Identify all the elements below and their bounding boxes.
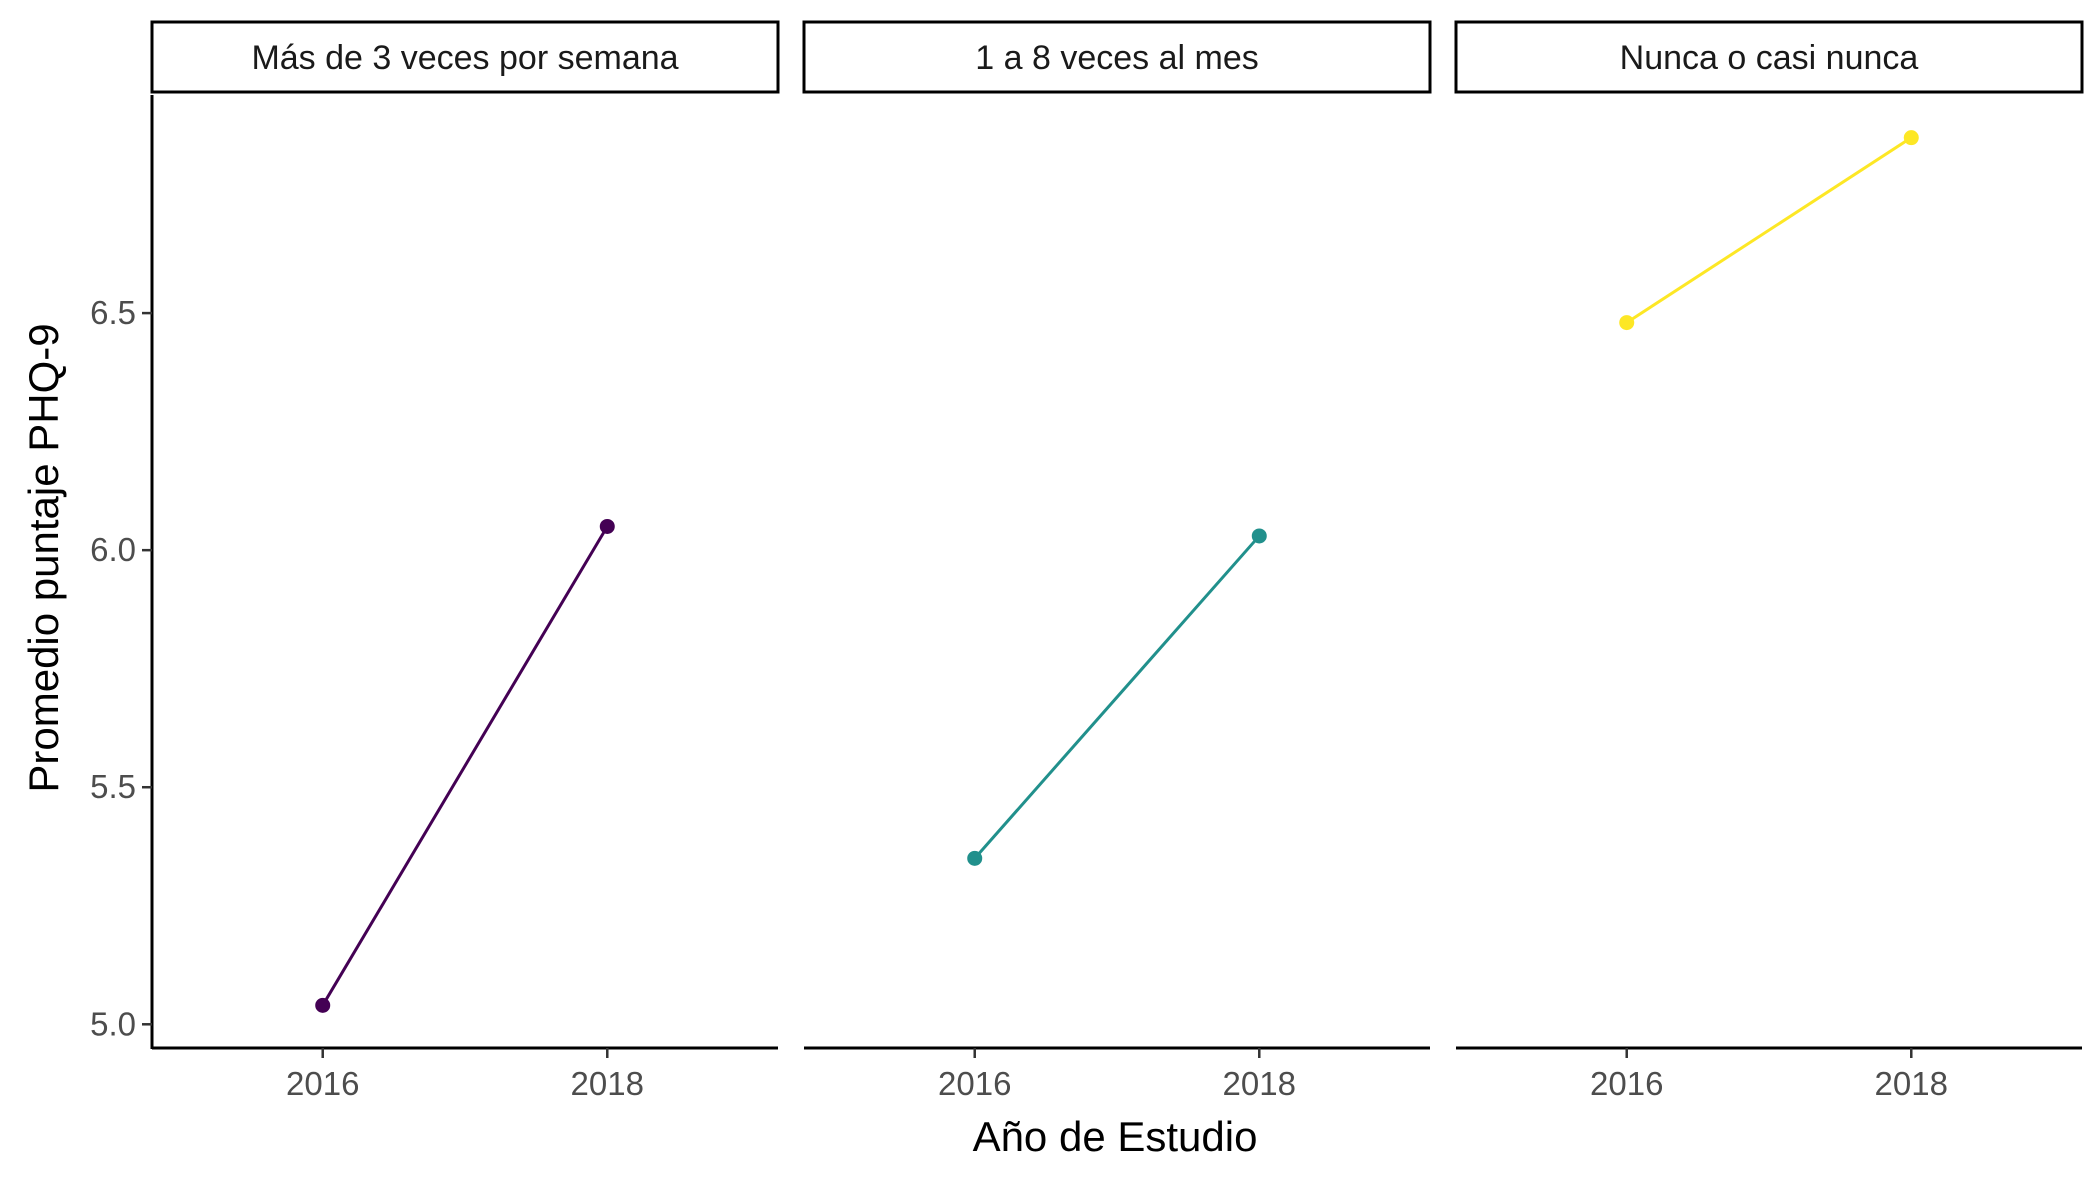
panel-2: 1 a 8 veces al mes 2016 2018	[802, 20, 1432, 1102]
facet-strip	[802, 20, 1432, 94]
facet-strip-label: Más de 3 veces por semana	[251, 39, 678, 77]
series-line	[1625, 136, 1913, 324]
facet-strip-label: 1 a 8 veces al mes	[975, 39, 1258, 77]
data-point	[1903, 130, 1919, 146]
y-axis: 5.0 5.5 6.0 6.5	[90, 95, 154, 1049]
y-axis-title: Promedio puntaje PHQ-9	[20, 323, 67, 792]
y-tick-label: 6.5	[90, 294, 136, 331]
facet-strip	[1454, 20, 2084, 94]
x-tick-label: 2016	[1590, 1065, 1663, 1102]
data-point	[1619, 315, 1635, 331]
x-tick-label: 2018	[1223, 1065, 1296, 1102]
series-line	[321, 525, 609, 1007]
x-tick-label: 2018	[571, 1065, 644, 1102]
panel-3: Nunca o casi nunca 2016 2018	[1454, 20, 2084, 1102]
panels-layer: 5.0 5.5 6.0 6.5 Más de 3 veces por semana 201…	[90, 20, 2084, 1102]
x-tick-label: 2016	[286, 1065, 359, 1102]
data-point	[1251, 528, 1267, 544]
facet-strip-label: Nunca o casi nunca	[1620, 39, 1919, 77]
y-tick-label: 5.5	[90, 768, 136, 805]
facet-strip	[150, 20, 780, 94]
x-tick-label: 2016	[938, 1065, 1011, 1102]
x-tick-label: 2018	[1875, 1065, 1948, 1102]
data-point	[967, 850, 983, 866]
data-point	[315, 997, 331, 1013]
series-line	[973, 534, 1261, 860]
y-tick-label: 5.0	[90, 1005, 136, 1042]
x-axis-title: Año de Estudio	[973, 1113, 1258, 1160]
y-tick-label: 6.0	[90, 531, 136, 568]
data-point	[599, 518, 615, 534]
panel-1: Más de 3 veces por semana 2016 2018	[150, 20, 780, 1102]
